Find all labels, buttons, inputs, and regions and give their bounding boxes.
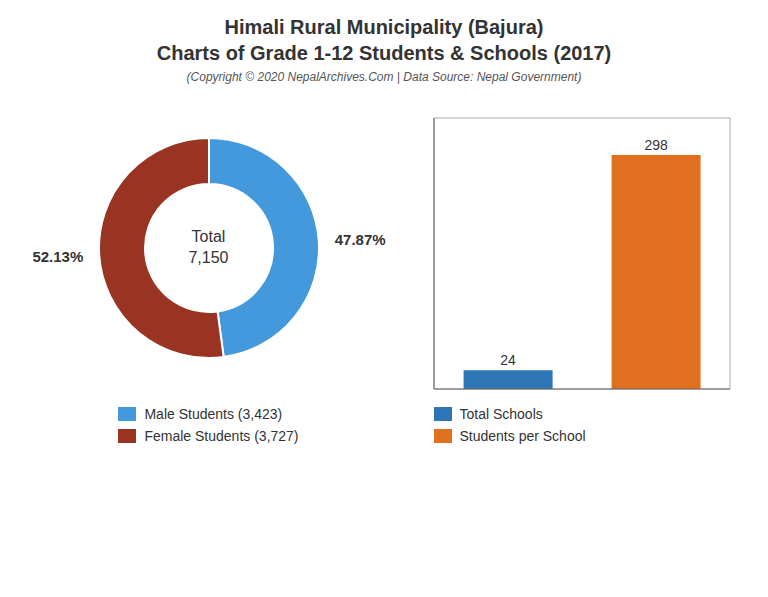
html-text:Total Schools: Total Schools [459,406,543,422]
html-text:Himali Rural Municipality (Baj: Himali Rural Municipality (Bajura) [224,16,544,38]
html-text:Total: Total [191,228,226,246]
html-text:Female Students (3,727): Female Students (3,727) [144,428,299,444]
svg-text:298: 298 [644,137,668,153]
svg-text:47.87%: 47.87% [334,231,385,248]
svg-text:24: 24 [500,352,516,368]
html-text:Male Students (3,423): Male Students (3,423) [144,406,283,422]
html-text:Charts of Grade 1-12 Students: Charts of Grade 1-12 Students & Schools … [156,42,612,64]
html-text:(Copyright © 2020 NepalArchive: (Copyright © 2020 NepalArchives.Com | Da… [186,70,582,84]
html-text:7,150: 7,150 [188,249,229,266]
svg-text:52.13%: 52.13% [32,248,83,265]
html-text:Students per School: Students per School [459,428,586,444]
